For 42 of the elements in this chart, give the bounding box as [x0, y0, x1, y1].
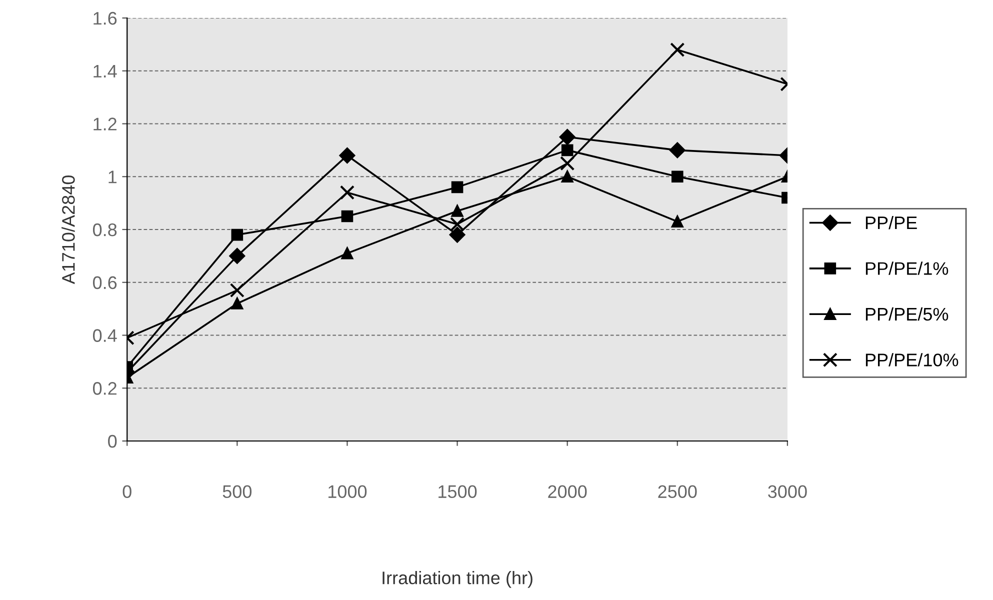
point [341, 210, 354, 222]
legend-label: PP/PE [866, 216, 917, 230]
y-tick-label: 0.2 [92, 382, 116, 395]
point [671, 170, 684, 183]
legend-label: PP/PE/5% [866, 307, 948, 321]
y-tick-label: 1.4 [94, 64, 117, 78]
x-tick-label: 3000 [768, 485, 807, 498]
x-tick-label: 2500 [658, 485, 697, 498]
point [341, 247, 354, 260]
legend-label: PP/PE/1% [866, 262, 948, 275]
point [671, 216, 684, 228]
point [669, 142, 686, 158]
y-tick-label: 0 [108, 434, 117, 448]
y-tick-label: 0.8 [92, 223, 117, 236]
point [560, 156, 575, 171]
point [561, 170, 574, 183]
y-tick-label: 1.2 [94, 118, 116, 130]
point [451, 205, 464, 217]
x-tick-label: 500 [222, 485, 252, 498]
legend-label: PP/PE/10% [866, 353, 958, 366]
point [670, 42, 685, 58]
y-axis-title: A1710/A2840 [62, 175, 75, 284]
point [449, 226, 466, 243]
x-axis-title: Irradiation time (hr) [382, 571, 532, 588]
point [561, 144, 574, 156]
point [559, 129, 576, 145]
point [340, 185, 355, 200]
point [339, 148, 356, 164]
y-tick-label: 0.6 [92, 276, 117, 290]
point [451, 181, 464, 194]
y-tick-label: 1 [108, 170, 116, 184]
x-tick-label: 1500 [438, 485, 477, 498]
point [229, 248, 246, 264]
point [231, 298, 244, 310]
x-tick-label: 1000 [328, 485, 367, 498]
x-tick-label: 2000 [548, 485, 587, 498]
y-tick-label: 1.6 [94, 12, 117, 25]
x-tick-label: 0 [122, 485, 132, 498]
point [450, 216, 465, 232]
y-tick-label: 0.4 [92, 329, 117, 342]
point [231, 228, 244, 241]
point [230, 283, 244, 298]
